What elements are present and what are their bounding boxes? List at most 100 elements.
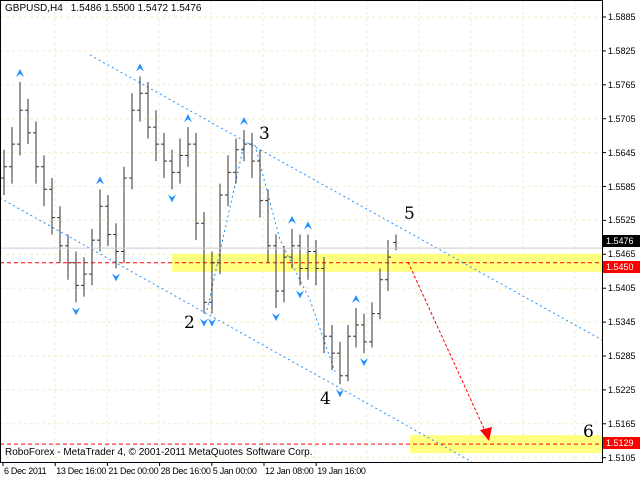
ohlc-bar <box>249 132 255 179</box>
x-tick-label: 5 Jan 00:00 <box>212 466 257 476</box>
fractal-down-icon <box>200 318 208 327</box>
fractal-up-icon <box>240 117 248 125</box>
ohlc-bar <box>41 155 47 207</box>
y-tick-label: 1.5165 <box>608 418 636 429</box>
fractal-down-icon <box>336 389 344 398</box>
x-tick-label: 21 Dec 00:00 <box>108 466 159 476</box>
ohlc-bar <box>337 341 343 385</box>
ohlc-bar <box>377 268 383 320</box>
ohlc-bar <box>345 324 351 382</box>
upper-channel-line <box>89 54 603 341</box>
lower-channel-line <box>0 197 473 463</box>
fractal-up-icon <box>304 221 312 230</box>
y-tick-label: 1.5465 <box>608 249 636 260</box>
ohlc-bar <box>361 313 367 354</box>
y-tick-label: 1.5645 <box>608 147 636 158</box>
chart-title: GBPUSD,H4 <box>5 3 63 14</box>
copyright-text: RoboForex - MetaTrader 4, © 2001-2011 Me… <box>5 447 313 458</box>
ohlc-bar <box>265 189 271 263</box>
ohlc-bar <box>89 228 95 286</box>
chart-header: GBPUSD,H4 1.5486 1.5500 1.5472 1.5476 <box>5 3 201 15</box>
wave-label-4: 4 <box>320 389 331 409</box>
fractal-down-icon <box>112 273 120 282</box>
arrow-head-icon <box>480 427 492 441</box>
fractal-up-icon <box>136 63 144 72</box>
y-tick-label: 1.5525 <box>608 215 636 226</box>
ohlc-bar <box>353 307 359 348</box>
ohlc-bar <box>161 132 167 179</box>
plot-frame <box>0 0 603 463</box>
ohlc-bar <box>121 166 127 263</box>
y-tick-label: 1.5105 <box>608 452 636 463</box>
fractal-up-icon <box>16 68 24 77</box>
ohlc-bar <box>305 234 311 280</box>
fractal-up-icon <box>352 294 360 303</box>
fractal-down-icon <box>272 312 280 321</box>
ohlc-bar <box>17 81 23 156</box>
ohlc-bar <box>137 76 143 122</box>
y-tick-label: 1.5285 <box>608 351 636 361</box>
level-tag-1: 1.5450 <box>603 261 640 273</box>
y-tick-label: 1.5225 <box>608 384 636 395</box>
x-tick-label: 13 Dec 16:00 <box>56 466 107 476</box>
ohlc-bar <box>33 121 39 184</box>
fractal-down-icon <box>72 307 80 316</box>
ohlc-bar <box>81 257 87 297</box>
wave-label-2: 2 <box>184 313 195 333</box>
ohlc-bar <box>241 130 247 162</box>
ohlc-bar <box>169 149 175 190</box>
ohlc-bar <box>105 194 111 246</box>
ohlc-bar <box>1 149 7 195</box>
ohlc-bar <box>25 98 31 145</box>
y-tick-label: 1.5345 <box>608 317 636 328</box>
ohlc-bar <box>113 223 119 269</box>
ohlc-bar <box>49 178 55 235</box>
y-tick-label: 1.5585 <box>608 181 636 192</box>
ohlc-bar <box>233 138 239 184</box>
fractal-down-icon <box>296 290 304 299</box>
ohlc-bar <box>153 110 159 162</box>
ohlc-bar <box>281 245 287 303</box>
ohlc-bar <box>385 240 391 292</box>
y-tick-label: 1.5825 <box>608 45 636 56</box>
ohlc-bar <box>97 189 103 252</box>
current-price-tag: 1.5476 <box>603 235 640 247</box>
y-tick-label: 1.5765 <box>608 79 636 90</box>
ohlc-bar <box>9 127 15 184</box>
level-tag-2: 1.5129 <box>603 437 640 449</box>
ohlc-bar <box>273 234 279 308</box>
fractal-up-icon <box>184 114 192 123</box>
wave-3-4-line <box>254 144 336 373</box>
x-tick-label: 12 Jan 08:00 <box>265 466 314 476</box>
ohlc-bar <box>177 138 183 184</box>
fractal-down-icon <box>360 358 368 367</box>
wave-label-6: 6 <box>583 422 594 442</box>
ohlc-bar <box>129 93 135 190</box>
x-tick-label: 28 Dec 16:00 <box>160 466 211 476</box>
y-tick-label: 1.5885 <box>608 12 636 22</box>
ohlc-bar <box>257 149 263 218</box>
x-tick-label: 19 Jan 16:00 <box>317 466 366 476</box>
ohlc-bar <box>369 302 375 348</box>
ohlc-bar <box>225 155 231 207</box>
x-tick-label: 6 Dec 2011 <box>4 466 47 476</box>
forecast-arrow-line <box>407 261 487 434</box>
ohlc-bar <box>321 257 327 354</box>
ohlc-bar <box>329 324 335 371</box>
y-tick-label: 1.5705 <box>608 113 636 124</box>
wave-2-3-line <box>206 139 246 311</box>
wave-label-5: 5 <box>404 204 415 224</box>
ohlc-bar <box>201 211 207 314</box>
ohlc-bar <box>217 183 223 275</box>
fractal-up-icon <box>288 215 296 224</box>
fractal-down-icon <box>208 318 216 327</box>
ohlc-bar <box>289 228 295 269</box>
fractal-down-icon <box>168 194 176 203</box>
ohlc-bar <box>57 206 63 263</box>
ohlc-bar <box>145 81 151 139</box>
ohlc-bar <box>73 251 79 303</box>
ohlc-bar <box>185 127 191 167</box>
fractal-up-icon <box>96 176 104 185</box>
